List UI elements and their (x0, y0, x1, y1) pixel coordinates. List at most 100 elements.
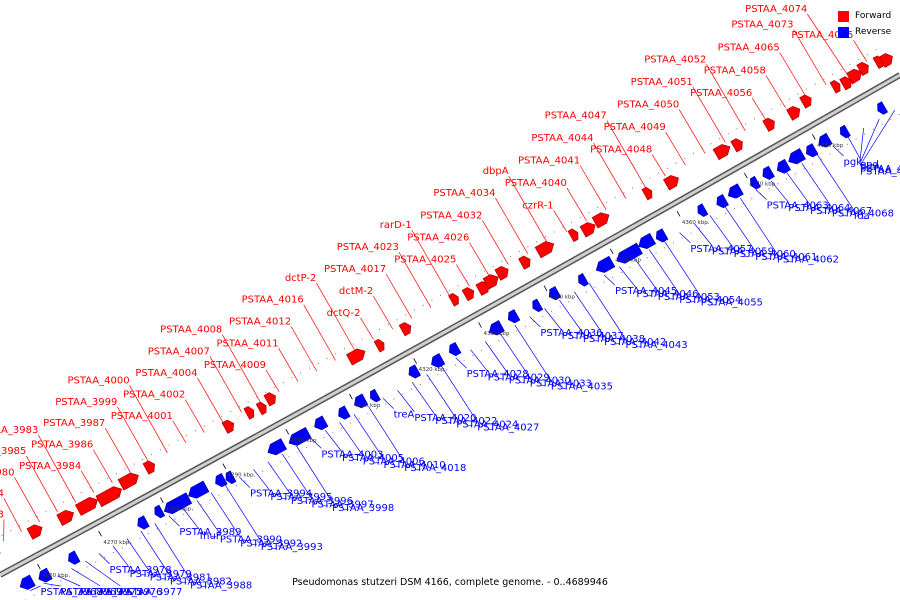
forward-gene[interactable] (263, 391, 279, 407)
reverse-gene[interactable] (803, 143, 819, 159)
gene-label-pstaa-4033[interactable]: PSTAA_4033 (530, 379, 592, 390)
gene-label-fda[interactable]: fda (854, 211, 870, 222)
gene-label-pgk[interactable]: pgk (844, 157, 863, 168)
forward-gene[interactable] (255, 400, 269, 416)
gene-label-pstaa-3974[interactable]: PSTAA_3974 (0, 488, 4, 499)
gene-label-pstaa-4038[interactable]: PSTAA_4038 (583, 334, 645, 345)
gene-label-pstaa-4037[interactable]: PSTAA_4037 (562, 331, 624, 342)
gene-label-pstaa-4006[interactable]: PSTAA_4006 (363, 456, 425, 467)
gene-label-pstaa-4068[interactable]: PSTAA_4068 (832, 208, 894, 219)
reverse-gene[interactable] (530, 298, 544, 313)
gene-label-pstaa-4072[interactable]: PSTAA_4072 (860, 164, 900, 175)
gene-label-pstaa-4017[interactable]: PSTAA_4017 (324, 264, 386, 275)
gene-label-pstaa-4054[interactable]: PSTAA_4054 (679, 295, 741, 306)
gene-label-pstaa-4075[interactable]: PSTAA_4075 (791, 30, 853, 41)
gene-label-pstaa-4049[interactable]: PSTAA_4049 (604, 122, 666, 133)
gene-label-pstaa-3993[interactable]: PSTAA_3993 (261, 542, 323, 553)
forward-gene[interactable] (518, 254, 534, 270)
reverse-gene[interactable] (336, 405, 351, 421)
gene-label-pstaa-3968[interactable]: PSTAA_3968 (41, 587, 103, 598)
forward-gene[interactable] (579, 220, 598, 238)
forward-gene[interactable] (494, 264, 511, 281)
gene-label-pstaa-4004[interactable]: PSTAA_4004 (135, 368, 197, 379)
gene-label-pstaa-4040[interactable]: PSTAA_4040 (505, 178, 567, 189)
forward-gene[interactable] (346, 346, 368, 366)
gene-label-pstaa-3987[interactable]: PSTAA_3987 (43, 418, 105, 429)
reverse-gene[interactable] (352, 393, 369, 410)
reverse-gene[interactable] (774, 158, 791, 175)
reverse-gene[interactable] (486, 320, 505, 337)
reverse-gene[interactable] (213, 473, 228, 488)
gene-label-pstaa-4030[interactable]: PSTAA_4030 (509, 376, 571, 387)
gene-label-pstaa-3980[interactable]: PSTAA_3980 (0, 467, 15, 478)
gene-label-epd[interactable]: epd (860, 159, 879, 170)
gene-label-dctq-2[interactable]: dctQ-2 (327, 308, 361, 319)
forward-gene[interactable] (730, 137, 746, 153)
gene-label-pstaa-4061[interactable]: PSTAA_4061 (755, 252, 817, 263)
gene-label-pstaa-3997[interactable]: PSTAA_3997 (312, 499, 374, 510)
gene-label-czrr-1[interactable]: czrR-1 (522, 200, 553, 211)
reverse-gene[interactable] (152, 504, 166, 519)
reverse-gene[interactable] (546, 286, 562, 302)
gene-label-rard-1[interactable]: rarD-1 (380, 220, 412, 231)
reverse-gene[interactable] (875, 101, 889, 116)
forward-gene[interactable] (839, 75, 855, 91)
reverse-gene[interactable] (446, 341, 462, 357)
reverse-gene[interactable] (265, 438, 287, 458)
reverse-gene[interactable] (653, 228, 669, 244)
gene-label-dctm-2[interactable]: dctM-2 (339, 286, 373, 297)
reverse-gene[interactable] (161, 492, 193, 517)
reverse-gene[interactable] (186, 480, 210, 501)
forward-gene[interactable] (482, 272, 501, 290)
gene-label-pstaa-4032[interactable]: PSTAA_4032 (420, 210, 482, 221)
gene-label-pstaa-4020[interactable]: PSTAA_4020 (414, 413, 476, 424)
gene-label-pstaa-4065[interactable]: PSTAA_4065 (718, 43, 780, 54)
forward-gene[interactable] (663, 173, 681, 191)
forward-gene[interactable] (448, 292, 461, 307)
gene-label-pstaa-4074[interactable]: PSTAA_4074 (745, 4, 807, 15)
gene-label-pstaa-4024[interactable]: PSTAA_4024 (456, 420, 518, 431)
reverse-gene[interactable] (816, 132, 833, 149)
forward-gene[interactable] (398, 321, 414, 337)
gene-label-pstaa-3979[interactable]: PSTAA_3979 (130, 569, 192, 580)
gene-label-pstaa-4062[interactable]: PSTAA_4062 (777, 255, 839, 266)
reverse-gene[interactable] (786, 148, 806, 167)
forward-gene[interactable] (591, 210, 612, 229)
forward-gene[interactable] (878, 51, 895, 68)
gene-label-pstaa-3995[interactable]: PSTAA_3995 (270, 492, 332, 503)
gene-label-pstaa-4026[interactable]: PSTAA_4026 (407, 233, 469, 244)
gene-label-pstaa-4051[interactable]: PSTAA_4051 (631, 77, 693, 88)
gene-label-pstaa-3996[interactable]: PSTAA_3996 (291, 496, 353, 507)
gene-label-pstaa-3988[interactable]: PSTAA_3988 (190, 580, 252, 591)
forward-gene[interactable] (461, 286, 477, 302)
reverse-gene[interactable] (748, 175, 761, 190)
reverse-gene[interactable] (135, 515, 150, 531)
gene-label-pstaa-3989[interactable]: PSTAA_3989 (179, 527, 241, 538)
reverse-gene[interactable] (368, 388, 381, 403)
forward-gene[interactable] (373, 338, 387, 353)
gene-label-pstaa-4023[interactable]: PSTAA_4023 (337, 242, 399, 253)
reverse-gene[interactable] (614, 242, 643, 266)
gene-label-pstaa-4008[interactable]: PSTAA_4008 (160, 325, 222, 336)
gene-label-pstaa-4050[interactable]: PSTAA_4050 (617, 100, 679, 111)
gene-label-pstaa-4035[interactable]: PSTAA_4035 (551, 382, 613, 393)
gene-label-dbpa[interactable]: dbpA (483, 166, 509, 177)
gene-label-pstaa-4016[interactable]: PSTAA_4016 (242, 295, 304, 306)
forward-gene[interactable] (799, 93, 815, 109)
forward-gene[interactable] (641, 186, 655, 201)
reverse-gene[interactable] (223, 470, 237, 485)
gene-label-pstaa-4002[interactable]: PSTAA_4002 (123, 390, 185, 401)
gene-label-dctp-2[interactable]: dctP-2 (285, 273, 317, 284)
gene-label-pstaa-3975[interactable]: PSTAA_3975 (80, 587, 142, 598)
forward-gene[interactable] (56, 507, 77, 526)
gene-label-pstaa-4060[interactable]: PSTAA_4060 (734, 249, 796, 260)
reverse-gene[interactable] (760, 165, 775, 181)
gene-label-pstaa-3999[interactable]: PSTAA_3999 (55, 397, 117, 408)
forward-gene[interactable] (829, 79, 843, 94)
reverse-gene[interactable] (505, 309, 521, 325)
reverse-gene[interactable] (695, 203, 709, 218)
forward-gene[interactable] (534, 239, 557, 259)
reverse-gene[interactable] (593, 255, 616, 275)
gene-label-pstaa-3973[interactable]: PSTAA_3973 (0, 510, 4, 521)
reverse-gene[interactable] (714, 194, 729, 209)
